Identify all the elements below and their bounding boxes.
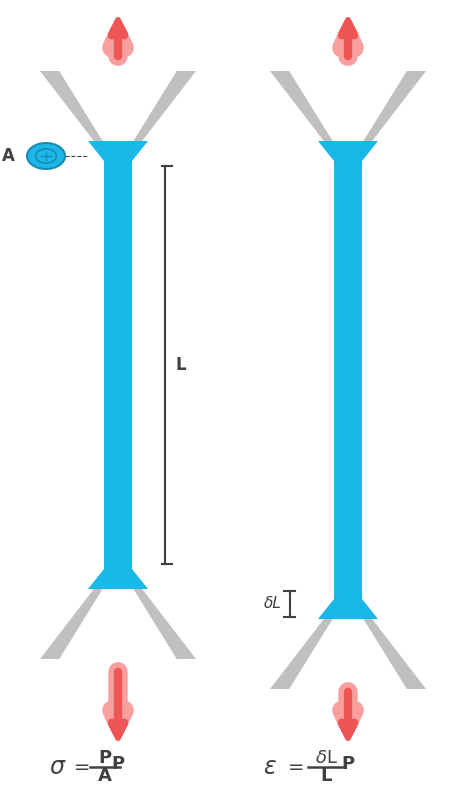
Text: =: =: [288, 757, 304, 776]
Polygon shape: [318, 141, 378, 619]
Text: L: L: [176, 356, 187, 374]
Polygon shape: [40, 589, 196, 659]
Polygon shape: [288, 69, 408, 143]
Text: δL: δL: [264, 596, 282, 611]
Polygon shape: [270, 619, 426, 689]
Polygon shape: [270, 71, 426, 141]
Text: $\delta$L: $\delta$L: [315, 749, 337, 767]
Text: $\epsilon$: $\epsilon$: [263, 756, 277, 779]
Polygon shape: [40, 71, 196, 141]
Text: $\sigma$: $\sigma$: [49, 756, 67, 779]
Text: =: =: [74, 757, 90, 776]
Text: A: A: [2, 147, 15, 165]
Text: P: P: [111, 0, 125, 1]
Polygon shape: [288, 617, 408, 691]
Text: L: L: [320, 767, 332, 785]
Text: P: P: [341, 0, 355, 1]
Text: P: P: [341, 755, 355, 773]
Polygon shape: [58, 69, 178, 143]
Text: P: P: [111, 755, 125, 773]
Text: A: A: [98, 767, 112, 785]
Polygon shape: [88, 141, 148, 589]
Polygon shape: [58, 587, 178, 661]
Text: P: P: [99, 749, 111, 767]
Ellipse shape: [27, 143, 65, 169]
